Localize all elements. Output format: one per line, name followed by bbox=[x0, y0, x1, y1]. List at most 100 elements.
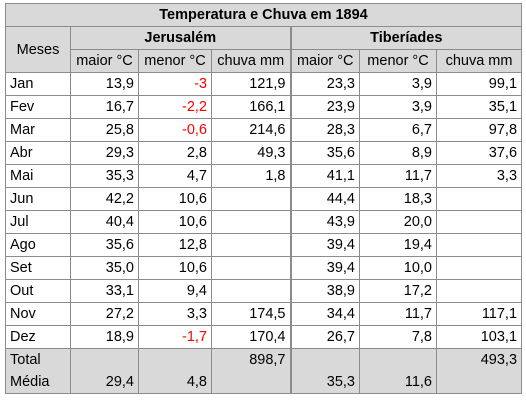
row-label: Média bbox=[5, 371, 71, 394]
cell bbox=[435, 210, 523, 234]
column-header: chuva mm bbox=[211, 49, 291, 73]
cell: 18,3 bbox=[359, 187, 437, 211]
cell: 493,3 bbox=[435, 348, 523, 371]
row-label: Mai bbox=[5, 164, 71, 188]
row-label-header: Meses bbox=[5, 26, 71, 73]
cell: 103,1 bbox=[435, 325, 523, 349]
cell: -3 bbox=[138, 72, 212, 96]
cell: 28,3 bbox=[289, 118, 360, 142]
cell bbox=[211, 210, 291, 234]
cell: 43,9 bbox=[289, 210, 360, 234]
cell: 41,1 bbox=[289, 164, 360, 188]
cell: 20,0 bbox=[359, 210, 437, 234]
cell bbox=[211, 279, 291, 303]
cell: 6,7 bbox=[359, 118, 437, 142]
table-row: Set 35,0 10,6 39,4 10,0 bbox=[5, 256, 523, 280]
cell: 3,3 bbox=[138, 302, 212, 326]
cell: 44,4 bbox=[289, 187, 360, 211]
table-row: Abr 29,3 2,8 49,3 35,6 8,9 37,6 bbox=[5, 141, 523, 165]
cell: 35,6 bbox=[70, 233, 139, 257]
cell: 4,7 bbox=[138, 164, 212, 188]
cell: 10,6 bbox=[138, 187, 212, 211]
row-label: Total bbox=[5, 348, 71, 371]
column-header: menor °C bbox=[138, 49, 212, 73]
cell: 117,1 bbox=[435, 302, 523, 326]
cell: 35,1 bbox=[435, 95, 523, 119]
cell bbox=[211, 233, 291, 257]
row-label: Set bbox=[5, 256, 71, 280]
cell: 3,9 bbox=[359, 95, 437, 119]
cell: 10,6 bbox=[138, 256, 212, 280]
cell: 121,9 bbox=[211, 72, 291, 96]
cell: 35,6 bbox=[289, 141, 360, 165]
cell: 170,4 bbox=[211, 325, 291, 349]
cell: 38,9 bbox=[289, 279, 360, 303]
cell: 34,4 bbox=[289, 302, 360, 326]
cell: 166,1 bbox=[211, 95, 291, 119]
cell: 9,4 bbox=[138, 279, 212, 303]
table-row: Fev 16,7 -2,2 166,1 23,9 3,9 35,1 bbox=[5, 95, 523, 119]
cell: -1,7 bbox=[138, 325, 212, 349]
cell: 19,4 bbox=[359, 233, 437, 257]
cell: 29,3 bbox=[70, 141, 139, 165]
cell: 33,1 bbox=[70, 279, 139, 303]
cell: 40,4 bbox=[70, 210, 139, 234]
row-label: Abr bbox=[5, 141, 71, 165]
cell: -2,2 bbox=[138, 95, 212, 119]
group-header: Tiberíades bbox=[289, 26, 523, 50]
table-row: Mar 25,8 -0,6 214,6 28,3 6,7 97,8 bbox=[5, 118, 523, 142]
cell: 25,8 bbox=[70, 118, 139, 142]
group-header: Jerusalém bbox=[70, 26, 291, 50]
cell bbox=[211, 371, 291, 394]
column-header: chuva mm bbox=[435, 49, 523, 73]
table-row: Mai 35,3 4,7 1,8 41,1 11,7 3,3 bbox=[5, 164, 523, 188]
cell: 18,9 bbox=[70, 325, 139, 349]
cell bbox=[435, 233, 523, 257]
cell: 23,9 bbox=[289, 95, 360, 119]
cell: 23,3 bbox=[289, 72, 360, 96]
table-row: Jul 40,4 10,6 43,9 20,0 bbox=[5, 210, 523, 234]
cell bbox=[359, 348, 437, 371]
cell: 97,8 bbox=[435, 118, 523, 142]
cell: 898,7 bbox=[211, 348, 291, 371]
cell bbox=[211, 256, 291, 280]
table-row: Total 898,7 493,3 bbox=[5, 348, 523, 371]
cell: 174,5 bbox=[211, 302, 291, 326]
table-row: Nov 27,2 3,3 174,5 34,4 11,7 117,1 bbox=[5, 302, 523, 326]
cell bbox=[435, 371, 523, 394]
climate-table: Temperatura e Chuva em 1894 Meses Jerusa… bbox=[4, 3, 523, 394]
cell: 39,4 bbox=[289, 256, 360, 280]
row-label: Jan bbox=[5, 72, 71, 96]
cell bbox=[435, 279, 523, 303]
table-title: Temperatura e Chuva em 1894 bbox=[4, 3, 523, 27]
cell bbox=[138, 348, 212, 371]
cell: 39,4 bbox=[289, 233, 360, 257]
cell: 11,7 bbox=[359, 302, 437, 326]
cell: 10,6 bbox=[138, 210, 212, 234]
cell: 27,2 bbox=[70, 302, 139, 326]
cell: 37,6 bbox=[435, 141, 523, 165]
cell: 8,9 bbox=[359, 141, 437, 165]
cell: 10,0 bbox=[359, 256, 437, 280]
cell: 35,3 bbox=[289, 371, 360, 394]
table-row: Ago 35,6 12,8 39,4 19,4 bbox=[5, 233, 523, 257]
cell: 16,7 bbox=[70, 95, 139, 119]
cell: 42,2 bbox=[70, 187, 139, 211]
cell: 3,9 bbox=[359, 72, 437, 96]
cell: 35,3 bbox=[70, 164, 139, 188]
cell: 3,3 bbox=[435, 164, 523, 188]
column-header: maior °C bbox=[289, 49, 360, 73]
cell: 99,1 bbox=[435, 72, 523, 96]
cell: 11,6 bbox=[359, 371, 437, 394]
table-row: Média 29,4 4,8 35,3 11,6 bbox=[5, 371, 523, 394]
row-label: Mar bbox=[5, 118, 71, 142]
row-label: Jun bbox=[5, 187, 71, 211]
row-label: Out bbox=[5, 279, 71, 303]
table-row: Out 33,1 9,4 38,9 17,2 bbox=[5, 279, 523, 303]
row-label: Ago bbox=[5, 233, 71, 257]
column-header: maior °C bbox=[70, 49, 139, 73]
cell bbox=[289, 348, 360, 371]
table-row: Jun 42,2 10,6 44,4 18,3 bbox=[5, 187, 523, 211]
cell bbox=[211, 187, 291, 211]
